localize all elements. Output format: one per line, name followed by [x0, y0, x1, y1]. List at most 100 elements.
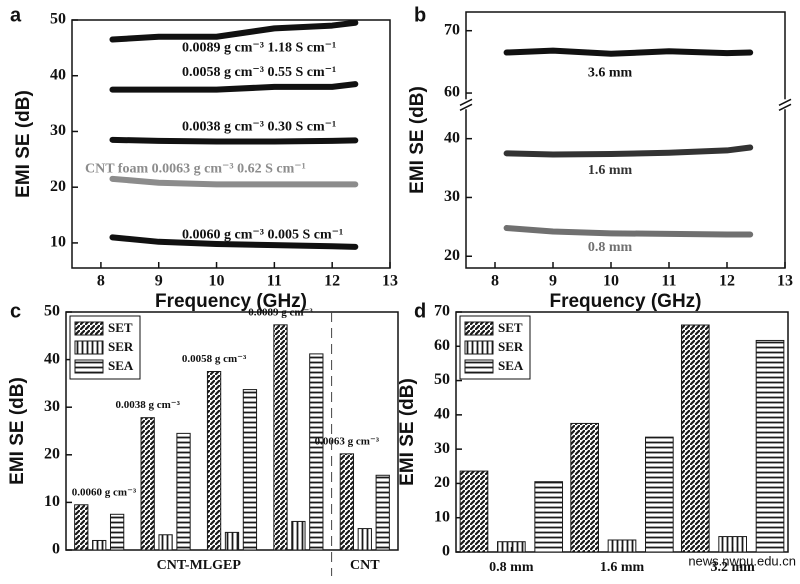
y-tick-label: 20 [444, 247, 460, 264]
line-label: 0.0058 g cm⁻³ 0.55 S cm⁻¹ [182, 65, 336, 80]
density-label: 0.0060 g cm⁻³ [72, 486, 137, 498]
x-tick-label: 11 [661, 273, 676, 290]
bar [459, 470, 489, 553]
legend-label: SER [108, 339, 134, 354]
bar [291, 520, 306, 551]
y-tick-label: 30 [434, 440, 450, 457]
plot-frame [71, 19, 391, 269]
bar [680, 324, 710, 553]
y-tick-label: 0 [52, 541, 60, 558]
density-label: 0.0063 g cm⁻³ [315, 435, 380, 447]
line-label: 0.0038 g cm⁻³ 0.30 S cm⁻¹ [182, 120, 336, 135]
group-label: CNT-MLGEP [157, 558, 242, 573]
x-tick-label: 8 [491, 273, 499, 290]
legend-label: SET [498, 320, 523, 335]
y-tick-label: 70 [444, 21, 460, 38]
data-line [503, 47, 754, 57]
y-tick-label: 30 [444, 188, 460, 205]
y-axis-title: EMI SE (dB) [397, 378, 418, 486]
density-label: 0.0058 g cm⁻³ [182, 353, 247, 365]
density-label: 0.0089 g cm⁻³ [248, 306, 313, 318]
y-tick-label: 20 [434, 474, 450, 491]
y-tick-label: 40 [44, 350, 60, 367]
x-tick-label: 1.6 mm [600, 560, 645, 575]
watermark: news.nwpu.edu.cn [688, 553, 796, 568]
y-tick-label: 50 [434, 371, 450, 388]
data-line [109, 19, 359, 43]
line-label: CNT foam 0.0063 g cm⁻³ 0.62 S cm⁻¹ [85, 162, 306, 177]
y-axis-title: EMI SE (dB) [13, 90, 34, 198]
data-line [503, 225, 754, 238]
y-tick-label: 60 [444, 84, 460, 101]
x-tick-label: 3.2 mm [711, 560, 756, 575]
axis-break-mark [459, 103, 473, 111]
legend-swatch [74, 340, 104, 355]
legend-swatch [464, 359, 494, 374]
y-tick-label: 20 [44, 445, 60, 462]
x-tick-label: 13 [777, 273, 793, 290]
y-tick-label: 20 [50, 178, 66, 195]
bar [755, 339, 785, 553]
x-tick-label: 8 [97, 273, 105, 290]
y-tick-label: 50 [50, 11, 66, 28]
x-axis-title: Frequency (GHz) [155, 291, 307, 312]
legend-swatch [74, 359, 104, 374]
y-tick-label: 10 [434, 508, 450, 525]
bar [273, 324, 288, 551]
y-tick-label: 40 [444, 129, 460, 146]
line-label: 0.0060 g cm⁻³ 0.005 S cm⁻¹ [182, 227, 343, 242]
axis-break-gap [462, 99, 470, 110]
plot-frame [465, 11, 786, 269]
line-label: 1.6 mm [588, 163, 633, 178]
bar [109, 513, 125, 551]
legend-label: SER [498, 339, 524, 354]
y-tick-label: 50 [44, 303, 60, 320]
legend-label: SET [108, 320, 133, 335]
bar [140, 417, 155, 551]
y-tick-label: 0 [442, 543, 450, 560]
x-tick-label: 10 [209, 273, 225, 290]
bar [309, 353, 324, 551]
axis-break-mark [459, 98, 473, 106]
legend-label: SEA [108, 358, 134, 373]
bar [375, 474, 390, 551]
y-tick-label: 70 [434, 303, 450, 320]
bar [176, 432, 191, 551]
y-tick-label: 30 [50, 122, 66, 139]
data-line [109, 81, 359, 93]
x-tick-label: 9 [549, 273, 557, 290]
bar [570, 422, 599, 553]
y-axis-title: EMI SE (dB) [407, 86, 428, 194]
legend-label: SEA [498, 358, 524, 373]
axis-break-mark [778, 103, 792, 111]
bar [645, 436, 674, 553]
data-line [109, 136, 359, 145]
x-tick-label: 13 [382, 273, 398, 290]
y-axis-title: EMI SE (dB) [7, 377, 28, 485]
x-tick-label: 12 [719, 273, 735, 290]
legend-swatch [464, 321, 494, 336]
axis-break-gap [781, 99, 789, 110]
data-line [109, 234, 359, 250]
data-line [503, 144, 754, 158]
panel-letter: b [414, 4, 426, 26]
bar [534, 481, 564, 553]
x-axis-title: Frequency (GHz) [549, 291, 701, 312]
line-label: 0.0089 g cm⁻³ 1.18 S cm⁻¹ [182, 41, 336, 56]
panel-letter: c [10, 300, 21, 322]
bar [224, 531, 240, 551]
bar [339, 453, 355, 551]
y-tick-label: 30 [44, 398, 60, 415]
line-label: 3.6 mm [588, 65, 633, 80]
bar [357, 528, 372, 551]
panel-letter: a [10, 4, 22, 26]
bar [158, 534, 173, 551]
y-tick-label: 40 [434, 406, 450, 423]
bar [242, 389, 258, 551]
x-tick-label: 9 [155, 273, 163, 290]
bar [206, 371, 222, 551]
y-tick-label: 10 [50, 234, 66, 251]
panel-letter: d [414, 300, 426, 322]
x-tick-label: 0.8 mm [489, 560, 534, 575]
y-tick-label: 40 [50, 66, 66, 83]
